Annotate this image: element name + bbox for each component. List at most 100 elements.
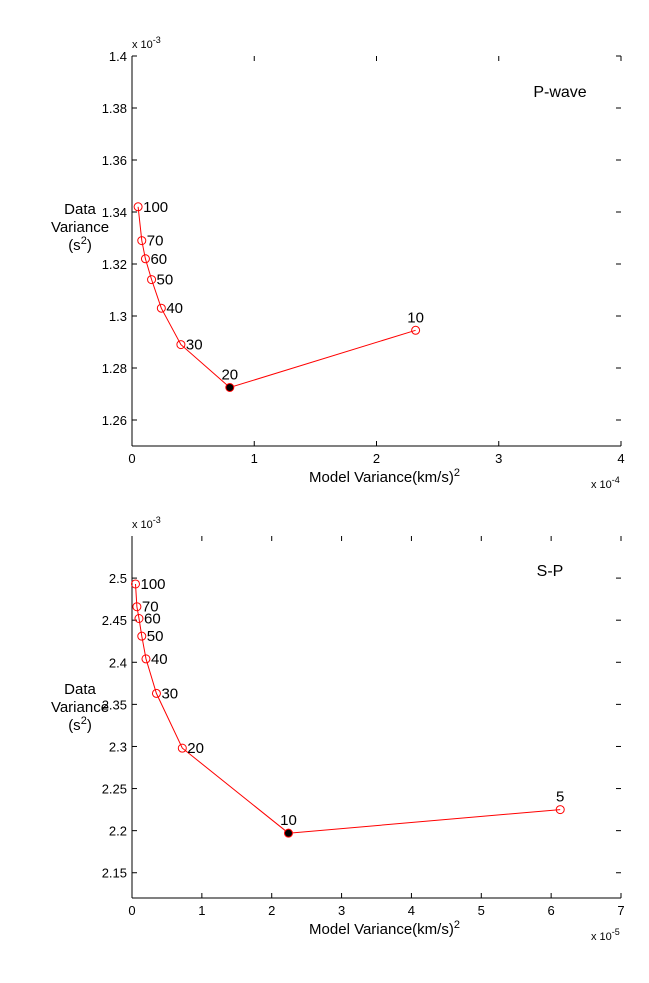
x-axis-title-text: Model Variance(km/s) <box>309 469 454 486</box>
y-tick-label: 1.38 <box>102 101 127 116</box>
data-point-label: 30 <box>161 685 178 702</box>
data-point <box>134 614 144 624</box>
data-point-label: 70 <box>142 599 159 616</box>
data-point-label: 100 <box>143 199 168 216</box>
x-tick-label: 0 <box>128 903 135 918</box>
x-tick-label: 1 <box>251 451 258 466</box>
y-axis-title-unit: (s2) <box>68 235 92 254</box>
y-axis-title-line: Data <box>64 201 96 218</box>
x-tick-label: 2 <box>373 451 380 466</box>
y-tick-label: 2.4 <box>109 655 127 670</box>
x-axis-title-sup: 2 <box>454 467 460 479</box>
y-axis-unit-open: (s <box>68 237 81 254</box>
y-tick-label: 1.4 <box>109 49 127 64</box>
y-tick-label: 2.2 <box>109 824 127 839</box>
y-exponent-base: x 10 <box>132 519 153 531</box>
data-point-label: 50 <box>157 272 174 289</box>
y-tick-label: 1.26 <box>102 413 127 428</box>
data-point <box>151 688 161 698</box>
data-point <box>156 303 166 313</box>
y-exponent-power: -3 <box>153 515 161 525</box>
x-exponent-power: -5 <box>612 927 620 937</box>
data-point <box>555 805 565 815</box>
data-point-selected <box>283 828 293 838</box>
data-point-label: 100 <box>140 576 165 593</box>
data-point <box>141 654 151 664</box>
data-point <box>137 631 147 641</box>
y-axis-title-line: Variance <box>51 219 109 236</box>
x-exponent-power: -4 <box>612 475 620 485</box>
data-point-label: 20 <box>221 367 238 384</box>
x-tick-label: 3 <box>495 451 502 466</box>
y-tick-label: 1.36 <box>102 153 127 168</box>
y-tick-label: 2.15 <box>102 866 127 881</box>
x-tick-label: 4 <box>617 451 624 466</box>
series-line <box>137 206 416 389</box>
data-point-label: 10 <box>280 812 297 829</box>
x-exponent-base: x 10 <box>591 479 612 491</box>
y-exponent-label: x 10-3 <box>132 35 161 51</box>
y-tick-label: 2.5 <box>109 571 127 586</box>
y-tick-label: 2.3 <box>109 739 127 754</box>
y-axis-unit-sup: 2 <box>81 715 87 727</box>
data-point <box>140 254 150 264</box>
y-tick-label: 1.34 <box>102 205 127 220</box>
y-tick-label: 1.3 <box>109 309 127 324</box>
data-point-label: 50 <box>147 628 164 645</box>
x-exponent-label: x 10-4 <box>591 475 620 491</box>
data-point-label: 40 <box>166 300 183 317</box>
x-tick-label: 1 <box>198 903 205 918</box>
data-point <box>132 602 142 612</box>
y-tick-label: 2.25 <box>102 782 127 797</box>
x-axis-title: Model Variance(km/s)2 <box>309 919 460 938</box>
x-tick-label: 5 <box>478 903 485 918</box>
x-axis-title-text: Model Variance(km/s) <box>309 921 454 938</box>
data-point-label: 20 <box>187 740 204 757</box>
data-point <box>177 743 187 753</box>
chart-panel-2: 0 1 2 3 4 5 6 7 2.15 2.2 2.25 2.3 2.35 2.4 2.45 2.5 x 10… <box>51 515 625 943</box>
data-point-label: 40 <box>151 651 168 668</box>
y-axis-title-line: Data <box>64 681 96 698</box>
y-exponent-label: x 10-3 <box>132 515 161 531</box>
data-point-label: 60 <box>144 611 161 628</box>
y-tick-label: 1.32 <box>102 257 127 272</box>
data-point-label: 70 <box>147 233 164 250</box>
y-tick-label: 2.45 <box>102 613 127 628</box>
y-axis-title-unit: (s2) <box>68 715 92 734</box>
y-axis-unit-open: (s <box>68 717 81 734</box>
data-point-selected <box>225 383 235 392</box>
series-line <box>135 583 561 834</box>
y-tick-label: 2.35 <box>102 697 127 712</box>
x-tick-label: 4 <box>408 903 415 918</box>
data-point <box>137 236 147 246</box>
panel-title: P-wave <box>533 84 586 101</box>
x-tick-label: 3 <box>338 903 345 918</box>
x-exponent-base: x 10 <box>591 931 612 943</box>
data-point <box>130 579 140 589</box>
x-tick-label: 2 <box>268 903 275 918</box>
y-axis-unit-close: ) <box>87 237 92 254</box>
y-axis-title-line: Variance <box>51 699 109 716</box>
x-tick-label: 6 <box>548 903 555 918</box>
x-tick-label: 7 <box>617 903 624 918</box>
data-point-label: 30 <box>186 337 203 354</box>
y-tick-label: 1.28 <box>102 361 127 376</box>
y-exponent-base: x 10 <box>132 39 153 51</box>
data-point-label: 60 <box>150 251 167 268</box>
data-point-label: 10 <box>407 309 424 326</box>
x-exponent-label: x 10-5 <box>591 927 620 943</box>
chart-panel-1: 0 1 2 3 41.261.281.31.321.341.361.381.4x 10-… <box>51 35 625 491</box>
x-axis-title: Model Variance(km/s)2 <box>309 467 460 486</box>
y-axis-unit-sup: 2 <box>81 235 87 247</box>
panel-title: S-P <box>537 563 564 580</box>
y-exponent-power: -3 <box>153 35 161 45</box>
data-point <box>147 275 157 285</box>
x-tick-label: 0 <box>128 451 135 466</box>
data-point <box>133 202 143 212</box>
x-axis-title-sup: 2 <box>454 919 460 931</box>
data-point <box>411 325 421 335</box>
data-point <box>176 340 186 350</box>
data-point-label: 5 <box>556 789 564 806</box>
y-axis-unit-close: ) <box>87 717 92 734</box>
